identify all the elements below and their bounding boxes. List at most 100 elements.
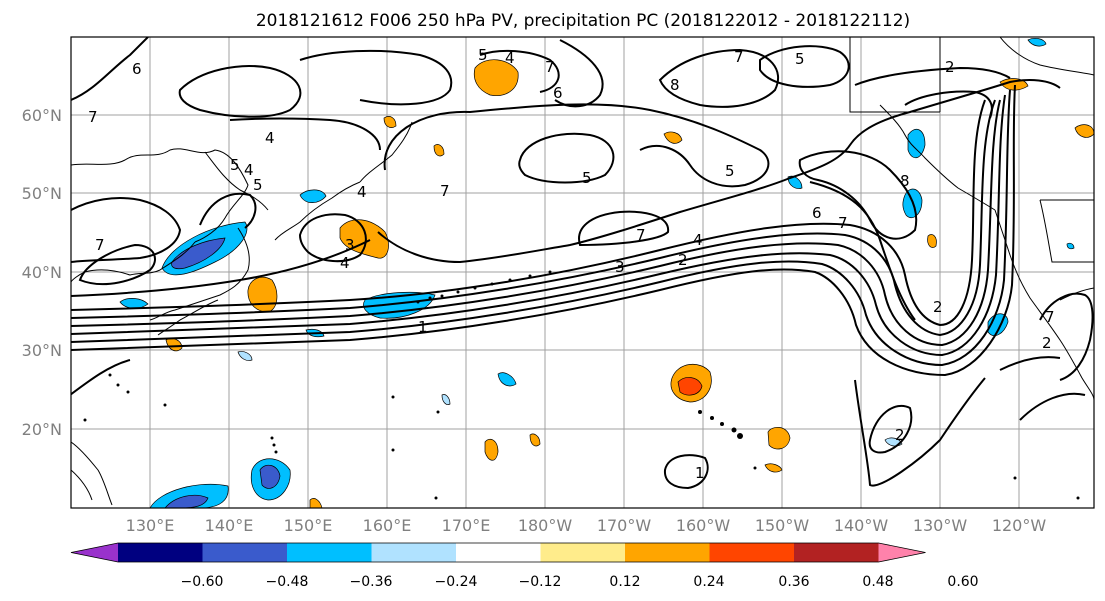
precip-blob	[663, 131, 683, 144]
lon-label: 160°E	[363, 516, 412, 535]
pv-contour	[904, 90, 993, 119]
colorbar-tick-label: 0.12	[609, 574, 640, 590]
latitude-labels: 60°N 50°N 40°N 30°N 20°N	[22, 106, 62, 439]
coastlines	[71, 37, 1094, 506]
contour-label: 3	[615, 258, 625, 276]
precip-blob	[999, 78, 1029, 91]
precip-blob	[119, 298, 149, 309]
pv-contour	[518, 132, 615, 184]
pv-contour	[71, 99, 986, 327]
lon-label: 140°W	[834, 516, 889, 535]
contour-label: 3	[345, 236, 355, 254]
contour-label: 5	[725, 162, 735, 180]
contour-label: 4	[505, 49, 515, 67]
precip-blob	[237, 351, 253, 361]
colorbar-segment	[118, 543, 203, 562]
lon-label: 180°W	[518, 516, 573, 535]
colorbar-segment	[625, 543, 710, 562]
colorbar-tick-label: −0.12	[519, 574, 562, 590]
pv-contour	[798, 150, 918, 240]
colorbar-segment	[287, 543, 372, 562]
pv-contour	[663, 454, 709, 490]
lon-label: 120°W	[992, 516, 1047, 535]
colorbar-segment	[794, 543, 879, 562]
precip-blob	[383, 116, 397, 128]
contour-label: 7	[88, 108, 98, 126]
lat-label: 50°N	[22, 184, 62, 203]
lat-label: 20°N	[22, 420, 62, 439]
pv-contour	[71, 84, 1016, 377]
map-frame	[70, 36, 1095, 509]
contour-label: 2	[945, 58, 955, 76]
pv-contour	[809, 181, 916, 321]
colorbar-outline	[70, 542, 926, 563]
precip-blob	[433, 144, 445, 157]
lat-label: 40°N	[22, 263, 62, 282]
contour-label: 1	[695, 464, 705, 482]
colorbar-segment	[709, 543, 795, 562]
pv-contour	[71, 99, 1001, 347]
precip-blob	[529, 433, 541, 447]
contour-label: 8	[670, 76, 680, 94]
colorbar-tick-label: 0.36	[778, 574, 809, 590]
lon-label: 170°W	[597, 516, 652, 535]
pv-contour	[854, 66, 1011, 86]
colorbar-tick-label: 0.60	[947, 574, 978, 590]
contour-label: 7	[734, 48, 744, 66]
precip-blob	[309, 498, 323, 508]
contour-label: 4	[340, 254, 350, 272]
colorbar-extend-max	[878, 543, 926, 562]
pv-contour	[298, 213, 367, 263]
contour-label: 2	[895, 426, 905, 444]
map-title: 2018121612 F006 250 hPa PV, precipitatio…	[256, 11, 910, 31]
precip-blob	[764, 463, 783, 473]
colorbar: −0.60 −0.48 −0.36 −0.24 −0.12 0.12 0.24 …	[70, 542, 979, 590]
contour-label: 6	[553, 84, 563, 102]
lon-label: 150°W	[755, 516, 810, 535]
contour-label: 2	[1042, 334, 1052, 352]
contour-label: 6	[132, 60, 142, 78]
pv-contour	[71, 99, 996, 337]
precip-blob	[484, 438, 499, 461]
colorbar-segments	[70, 542, 926, 563]
colorbar-tick-label: 0.48	[862, 574, 893, 590]
contour-label: 5	[230, 156, 240, 174]
pv-contour	[229, 117, 381, 151]
pv-contour	[199, 192, 257, 229]
contour-label: 5	[253, 176, 263, 194]
colorbar-tick-label: −0.36	[350, 574, 393, 590]
lon-label: 130°W	[913, 516, 968, 535]
pv-contour	[479, 49, 560, 93]
contour-label: 2	[678, 251, 688, 269]
precip-blob	[497, 372, 517, 387]
colorbar-tick-label: −0.48	[266, 574, 309, 590]
contour-label: 5	[582, 169, 592, 187]
contour-label: 6	[812, 204, 822, 222]
lon-label: 130°E	[126, 516, 175, 535]
precip-blob	[1074, 124, 1094, 138]
lat-label: 30°N	[22, 341, 62, 360]
contour-label: 7	[1045, 308, 1055, 326]
pv-contour	[71, 197, 182, 263]
precip-blob	[1066, 242, 1075, 250]
pv-contour	[578, 210, 670, 247]
pv-contour	[78, 243, 156, 286]
precip-blob	[1027, 38, 1047, 47]
contour-label: 4	[357, 183, 367, 201]
contour-label: 1	[418, 318, 428, 336]
lat-label: 60°N	[22, 106, 62, 125]
pv-contour	[71, 94, 1006, 357]
pv-contour	[999, 356, 1061, 371]
colorbar-tick-label: 0.24	[693, 574, 724, 590]
pv-contour	[1019, 392, 1086, 421]
pv-contour	[71, 359, 131, 396]
islands	[83, 270, 1080, 500]
contour-label: 8	[900, 172, 910, 190]
precip-blob	[441, 394, 451, 405]
colorbar-tick-label: −0.24	[435, 574, 478, 590]
colorbar-segment	[540, 543, 626, 562]
contour-label: 7	[838, 214, 848, 232]
colorbar-extend-min	[71, 543, 118, 562]
precipitation-shading	[119, 38, 1094, 508]
precip-blob	[767, 427, 791, 450]
